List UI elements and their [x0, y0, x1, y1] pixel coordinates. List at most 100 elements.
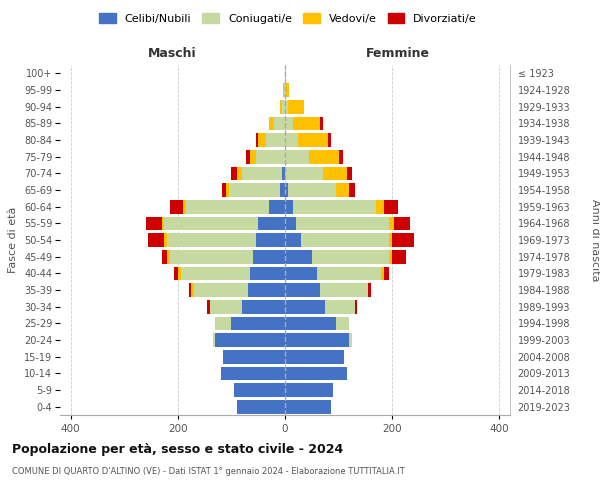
- Bar: [296, 216, 389, 230]
- Bar: [208, 300, 210, 314]
- Bar: [229, 183, 280, 197]
- Bar: [194, 283, 248, 297]
- Text: Femmine: Femmine: [365, 47, 430, 60]
- Bar: [222, 183, 226, 197]
- Bar: [338, 150, 343, 164]
- Bar: [320, 116, 323, 130]
- Bar: [164, 233, 167, 247]
- Bar: [285, 83, 286, 97]
- Bar: [256, 233, 285, 247]
- Bar: [285, 366, 347, 380]
- Bar: [186, 200, 269, 213]
- Bar: [250, 150, 256, 164]
- Bar: [274, 116, 285, 130]
- Bar: [212, 333, 215, 347]
- Bar: [162, 216, 164, 230]
- Bar: [285, 150, 309, 164]
- Bar: [323, 166, 347, 180]
- Bar: [223, 350, 285, 364]
- Bar: [146, 216, 162, 230]
- Bar: [285, 216, 296, 230]
- Bar: [191, 283, 194, 297]
- Bar: [234, 383, 285, 397]
- Bar: [283, 166, 285, 180]
- Bar: [285, 183, 287, 197]
- Bar: [285, 283, 320, 297]
- Bar: [162, 250, 167, 264]
- Bar: [232, 166, 237, 180]
- Bar: [173, 266, 178, 280]
- Y-axis label: Anni di nascita: Anni di nascita: [590, 198, 600, 281]
- Bar: [248, 283, 285, 297]
- Bar: [389, 233, 392, 247]
- Bar: [283, 83, 284, 97]
- Bar: [392, 233, 413, 247]
- Bar: [336, 183, 349, 197]
- Bar: [283, 100, 285, 114]
- Y-axis label: Fasce di età: Fasce di età: [8, 207, 19, 273]
- Bar: [164, 216, 258, 230]
- Bar: [312, 250, 389, 264]
- Bar: [250, 266, 285, 280]
- Bar: [285, 383, 333, 397]
- Bar: [301, 233, 389, 247]
- Bar: [298, 133, 328, 147]
- Bar: [347, 166, 352, 180]
- Bar: [389, 216, 394, 230]
- Bar: [376, 200, 384, 213]
- Bar: [170, 250, 253, 264]
- Text: COMUNE DI QUARTO D'ALTINO (VE) - Dati ISTAT 1° gennaio 2024 - Elaborazione TUTTI: COMUNE DI QUARTO D'ALTINO (VE) - Dati IS…: [12, 468, 405, 476]
- Bar: [285, 250, 312, 264]
- Bar: [258, 133, 266, 147]
- Bar: [188, 283, 191, 297]
- Bar: [285, 316, 336, 330]
- Bar: [215, 316, 232, 330]
- Text: Popolazione per età, sesso e stato civile - 2024: Popolazione per età, sesso e stato civil…: [12, 442, 343, 456]
- Bar: [285, 100, 287, 114]
- Bar: [285, 166, 323, 180]
- Bar: [285, 233, 301, 247]
- Bar: [170, 200, 183, 213]
- Bar: [349, 333, 352, 347]
- Bar: [269, 116, 274, 130]
- Bar: [285, 266, 317, 280]
- Bar: [210, 300, 242, 314]
- Bar: [242, 166, 283, 180]
- Bar: [285, 300, 325, 314]
- Bar: [256, 133, 258, 147]
- Bar: [392, 250, 406, 264]
- Bar: [215, 333, 285, 347]
- Bar: [328, 133, 331, 147]
- Bar: [246, 150, 250, 164]
- Bar: [280, 100, 283, 114]
- Bar: [256, 150, 285, 164]
- Bar: [368, 283, 371, 297]
- Bar: [280, 183, 285, 197]
- Legend: Celibi/Nubili, Coniugati/e, Vedovi/e, Divorziati/e: Celibi/Nubili, Coniugati/e, Vedovi/e, Di…: [97, 10, 479, 26]
- Bar: [389, 250, 392, 264]
- Bar: [285, 133, 298, 147]
- Bar: [349, 183, 355, 197]
- Bar: [355, 300, 358, 314]
- Bar: [242, 300, 285, 314]
- Bar: [183, 200, 186, 213]
- Bar: [286, 83, 289, 97]
- Bar: [309, 150, 338, 164]
- Bar: [237, 400, 285, 413]
- Bar: [285, 66, 286, 80]
- Bar: [167, 250, 170, 264]
- Bar: [253, 250, 285, 264]
- Bar: [269, 200, 285, 213]
- Bar: [394, 216, 410, 230]
- Bar: [266, 133, 285, 147]
- Bar: [226, 183, 229, 197]
- Bar: [181, 266, 250, 280]
- Bar: [285, 400, 331, 413]
- Bar: [293, 200, 376, 213]
- Bar: [384, 200, 398, 213]
- Bar: [317, 266, 382, 280]
- Bar: [285, 116, 293, 130]
- Bar: [148, 233, 164, 247]
- Bar: [384, 266, 389, 280]
- Bar: [287, 100, 304, 114]
